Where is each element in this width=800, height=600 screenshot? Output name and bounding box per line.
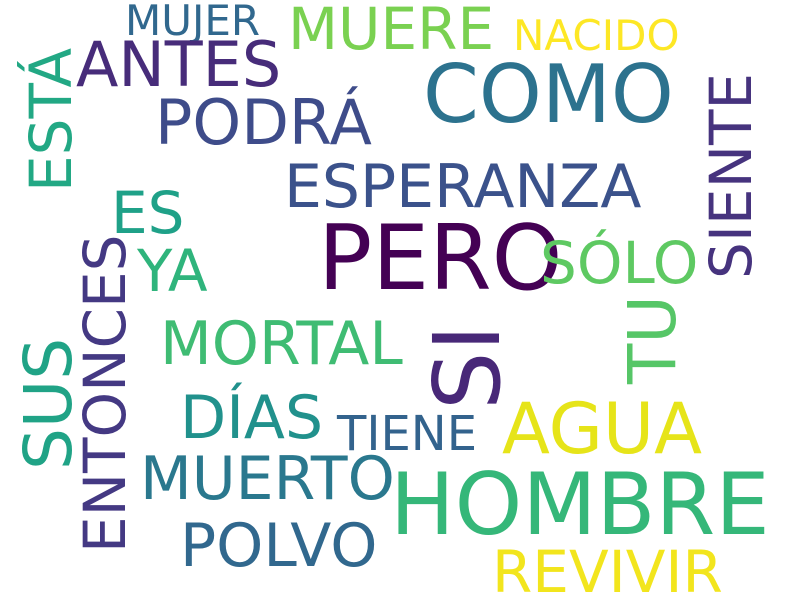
word-muere: MUERE <box>288 0 495 63</box>
word-nacido: NACIDO <box>513 11 680 60</box>
word-ya: YA <box>137 237 208 305</box>
word-si: SI <box>414 324 521 410</box>
word-esperanza: ESPERANZA <box>284 152 642 222</box>
word-muerto: MUERTO <box>140 444 395 514</box>
word-polvo: POLVO <box>180 511 378 581</box>
word-solo: SÓLO <box>540 229 699 297</box>
word-tiene: TIENE <box>337 406 478 462</box>
word-mujer: MUJER <box>125 0 261 45</box>
word-revivir: REVIVIR <box>492 538 723 600</box>
word-siente: SIENTE <box>697 72 765 279</box>
word-tu: TU <box>614 295 691 384</box>
word-agua: AGUA <box>502 388 703 470</box>
word-dias: DÍAS <box>180 383 324 453</box>
word-mortal: MORTAL <box>160 309 403 379</box>
word-pero: PERO <box>318 206 563 311</box>
word-podra: PODRÁ <box>155 86 372 159</box>
word-esta: ESTÁ <box>17 47 85 192</box>
word-hombre: HOMBRE <box>390 455 770 555</box>
word-entonces: ENTONCES <box>71 234 139 553</box>
word-como: COMO <box>423 48 674 141</box>
word-antes: ANTES <box>76 28 282 101</box>
word-es: ES <box>111 179 185 247</box>
